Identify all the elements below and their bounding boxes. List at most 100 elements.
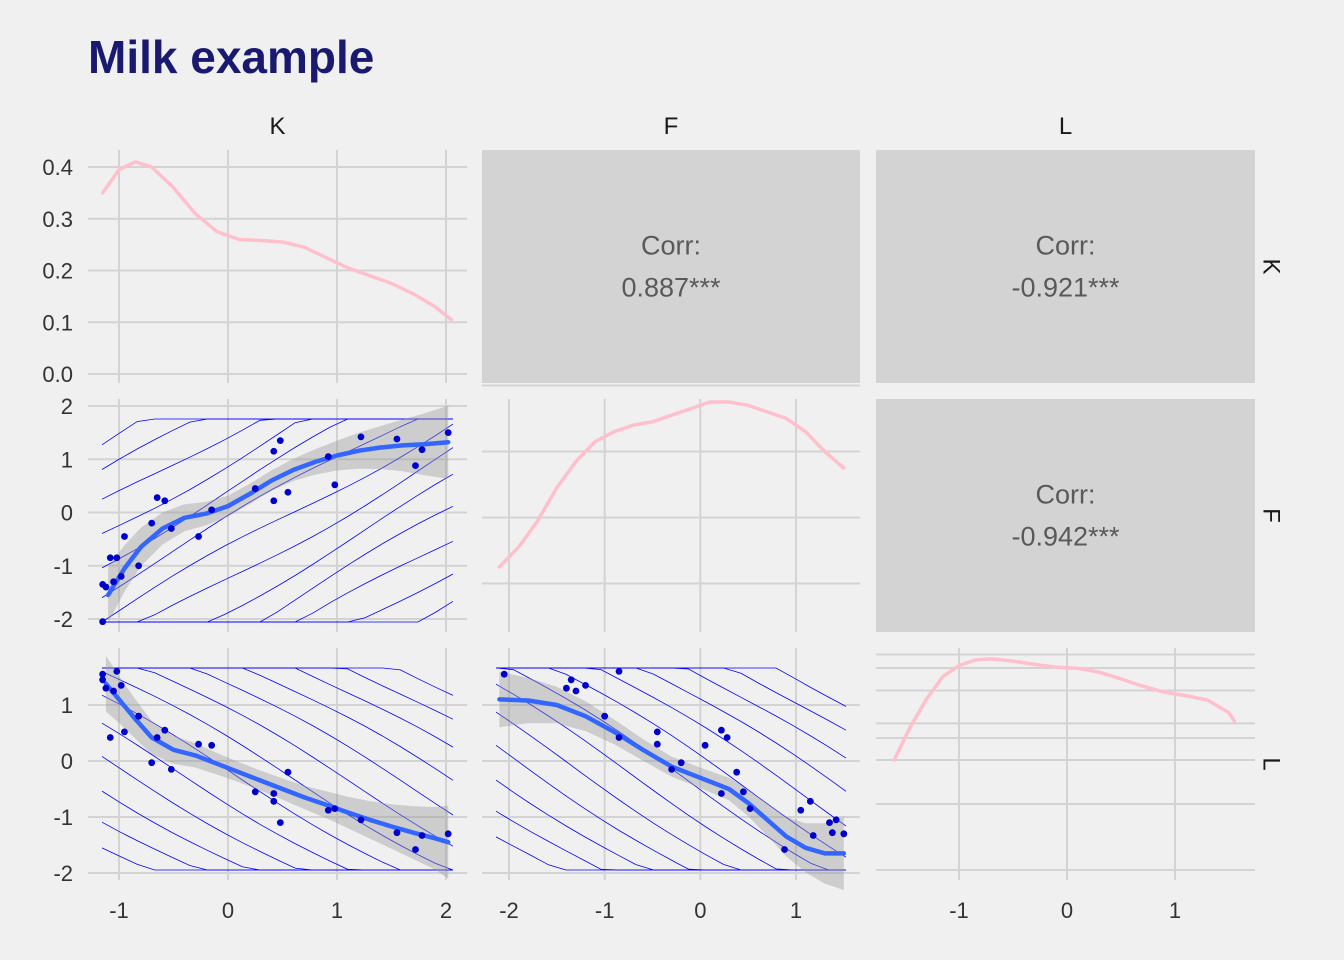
column-strip-F: F [664, 113, 679, 140]
panel-K-F-point-12 [167, 525, 175, 532]
panel-K-L-point-15 [251, 788, 259, 796]
panel-K-F-point-22 [357, 433, 365, 441]
panel-K-F-point-4 [110, 578, 117, 586]
corr-value-F-L: -0.942*** [1011, 522, 1120, 552]
panel-F-L-point-12 [668, 766, 676, 773]
panel-K-F-point-9 [148, 519, 156, 527]
corr-panel-F-L [876, 399, 1255, 632]
x-tick-F--1: -1 [595, 898, 615, 923]
panel-K-L-point-24 [412, 846, 419, 853]
panel-K-F-contours-line [102, 540, 454, 623]
panel-K-L-point-21 [331, 805, 339, 812]
y-tick-K-0.0: 0.0 [42, 362, 73, 387]
panel-K-L-point-26 [444, 830, 452, 838]
y-tick-F-1: 1 [61, 447, 73, 472]
panel-F-L-point-3 [615, 734, 623, 741]
y-tick-K-0.1: 0.1 [42, 310, 73, 335]
panel-K-F-contours-line [101, 418, 453, 598]
panel-K-F-point-6 [117, 573, 125, 580]
y-tick-K-0.2: 0.2 [42, 259, 73, 284]
panel-K-F-point-23 [393, 435, 401, 443]
x-tick-K-0: 0 [222, 898, 234, 923]
panel-F-L-point-7 [653, 728, 661, 736]
panel-K-F-point-21 [331, 481, 339, 489]
panel-K-F-point-7 [121, 533, 128, 540]
panel-K-L-contours-line [101, 671, 454, 871]
panel-K-F-point-25 [418, 446, 426, 454]
panel-F-L-point-10 [723, 734, 731, 741]
x-tick-K-1: 1 [331, 898, 343, 923]
panel-F-L-point-17 [806, 797, 814, 805]
corr-panel-K-F [482, 150, 860, 383]
panel-K-L-point-19 [284, 768, 292, 776]
corr-label-K-L: Corr: [1036, 231, 1096, 261]
panel-K-L-point-20 [324, 806, 332, 814]
panel-K-F-confidence-band [108, 405, 449, 623]
panel-K-L-point-8 [135, 712, 143, 720]
y-tick-L-1: 1 [61, 693, 73, 718]
panel-F-L-point-16 [717, 790, 725, 797]
y-tick-F-0: 0 [61, 501, 73, 526]
panel-K-F-point-20 [324, 453, 332, 460]
y-tick-K-0.3: 0.3 [42, 207, 73, 232]
corr-value-K-L: -0.921*** [1011, 273, 1120, 303]
panel-K-F-point-24 [412, 462, 419, 470]
panel-K-L-contours [101, 667, 454, 871]
panel-K-L-contours-line [102, 667, 454, 720]
panel-F-L-point-26 [840, 830, 848, 838]
panel-K-F-contours-line [101, 418, 453, 569]
panel-K-F-point-26 [444, 429, 452, 437]
corr-label-K-F: Corr: [641, 231, 701, 261]
density-line-F [497, 400, 846, 569]
panel-K-L-point-22 [357, 816, 365, 824]
panel-K-F-point-14 [208, 506, 216, 514]
panel-K-L-contours-line [102, 667, 454, 816]
panel-F-L-point-24 [781, 846, 788, 853]
y-tick-F--1: -1 [53, 554, 73, 579]
panel-F-L-point-1 [567, 676, 575, 684]
panel-K-L-point-9 [148, 759, 156, 767]
panel-K-F-point-16 [270, 497, 278, 505]
panel-K-F-point-3 [106, 554, 114, 562]
corr-value-K-F: 0.887*** [621, 273, 721, 303]
x-tick-L-0: 0 [1061, 898, 1073, 923]
panel-K-L-point-1 [99, 676, 107, 684]
panel-K-F-point-11 [161, 497, 169, 505]
panel-F-L-point-9 [677, 759, 685, 767]
panel-F-L-point-20 [797, 806, 805, 814]
panel-F-L-contours-line [496, 667, 847, 858]
panel-K-L-point-16 [270, 790, 278, 797]
panel-F-L-point-22 [832, 816, 840, 824]
x-tick-F--2: -2 [499, 898, 519, 923]
panel-F-L-confidence-band [499, 671, 844, 890]
row-strip-L: L [1258, 757, 1285, 770]
panel-F-L-point-15 [739, 788, 747, 796]
panel-K-F-point-18 [276, 437, 284, 445]
corr-label-F-L: Corr: [1036, 480, 1096, 510]
y-tick-L--1: -1 [53, 805, 73, 830]
panel-K-L-point-12 [167, 766, 175, 773]
panel-K-L-contours-line [102, 667, 454, 847]
panel-K-L-contours-line [101, 847, 453, 871]
panel-K-L-point-25 [418, 832, 426, 839]
panel-F-L-contours-line [496, 667, 847, 827]
panel-K-F-contours-line [101, 423, 454, 623]
panel-K-F-contours-line [102, 600, 454, 623]
panel-F-L-point-6 [582, 682, 589, 689]
panel-K-L-point-7 [121, 728, 128, 736]
panel-K-L-point-5 [113, 668, 121, 675]
corr-panel-K-L [876, 150, 1255, 383]
row-strip-K: K [1258, 258, 1285, 274]
y-tick-L--2: -2 [53, 861, 73, 886]
y-tick-K-0.4: 0.4 [42, 155, 73, 180]
density-line-K [100, 160, 454, 322]
panel-F-L-point-19 [733, 768, 741, 776]
panel-F-L-point-2 [563, 684, 570, 692]
row-strip-F: F [1258, 508, 1285, 523]
panel-K-L-point-23 [393, 829, 401, 837]
panel-F-L-point-0 [500, 670, 508, 678]
panel-K-L-point-11 [161, 726, 169, 734]
panel-K-L-contours-line [101, 694, 453, 871]
panel-K-L-point-2 [102, 684, 110, 692]
panel-F-L-point-18 [826, 819, 833, 826]
